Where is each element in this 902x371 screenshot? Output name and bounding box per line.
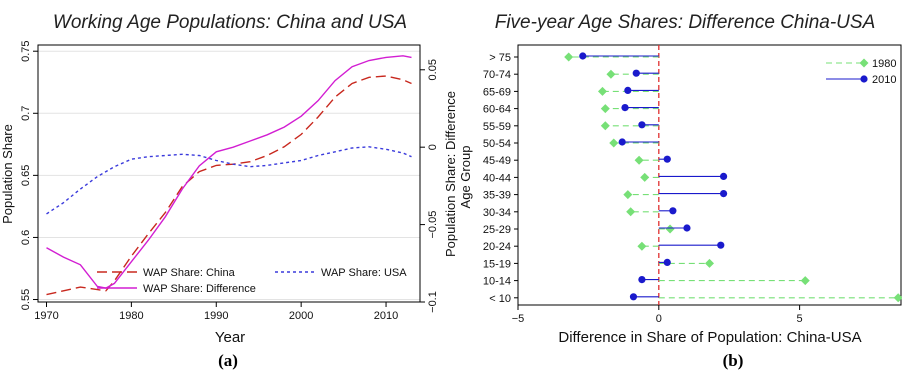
chart-b-title: Five-year Age Shares: Difference China-U… bbox=[495, 12, 876, 33]
chart-b-marker-2010 bbox=[719, 190, 728, 198]
panel-b-age-share-chart: Five-year Age Shares: Difference China-U… bbox=[458, 12, 902, 370]
chart-a-y-tick-label: 0.75 bbox=[20, 40, 32, 61]
chart-b-y-tick-label: > 75 bbox=[489, 52, 511, 64]
chart-b-marker-1980 bbox=[893, 293, 902, 303]
chart-b-y-tick-label: 30-34 bbox=[483, 207, 511, 219]
chart-b-marker-1980 bbox=[634, 155, 644, 165]
chart-a-legend-label: WAP Share: USA bbox=[321, 267, 407, 279]
chart-a-series-line bbox=[46, 55, 412, 289]
chart-b-legend-label: 1980 bbox=[872, 58, 896, 70]
chart-b-marker-2010 bbox=[579, 52, 587, 60]
chart-b-x-ticks: −5 0 5 bbox=[512, 305, 803, 325]
chart-b-legend-marker bbox=[859, 58, 869, 68]
chart-b-y-ticks: > 75 70-74 65-69 60-64 55-59 50-54 45-49 40-44 3… bbox=[483, 52, 518, 305]
chart-b-marker-2010 bbox=[638, 121, 646, 129]
chart-b-marker-2010 bbox=[663, 258, 671, 266]
chart-b-marker-1980 bbox=[564, 52, 574, 62]
chart-b-marker-1980 bbox=[800, 276, 810, 286]
chart-b-marker-1980 bbox=[705, 258, 714, 268]
chart-a-legend-label: WAP Share: Difference bbox=[143, 283, 256, 295]
chart-a-y2-tick-label: −0.1 bbox=[427, 291, 439, 313]
chart-b-y-tick-label: 35-39 bbox=[483, 190, 511, 202]
chart-b-y-tick-label: < 10 bbox=[489, 293, 511, 305]
chart-a-plot-frame bbox=[37, 44, 421, 303]
chart-a-y2-ticks: −0.1 −0.05 0 0.05 bbox=[420, 59, 439, 313]
chart-a-y-tick-label: 0.7 bbox=[20, 106, 32, 121]
chart-a-gridlines bbox=[38, 50, 420, 301]
chart-b-marker-1980 bbox=[597, 86, 607, 96]
chart-b-y-tick-label: 55-59 bbox=[483, 121, 511, 133]
chart-a-y2-tick-label: 0.05 bbox=[427, 59, 439, 80]
chart-b-y-tick-label: 45-49 bbox=[483, 155, 511, 167]
chart-b-marker-1980 bbox=[606, 69, 616, 79]
chart-b-marker-2010 bbox=[683, 224, 691, 232]
chart-a-legend-label: WAP Share: China bbox=[143, 267, 236, 279]
chart-b-legend-marker bbox=[860, 75, 868, 83]
chart-a-y2-axis-label: Population Share: Difference bbox=[443, 91, 458, 257]
chart-b-y-tick-label: 10-14 bbox=[483, 276, 511, 288]
chart-a-y-tick-label: 0.55 bbox=[20, 289, 32, 310]
chart-b-legend: 1980 2010 bbox=[826, 58, 896, 86]
chart-a-series-line bbox=[46, 146, 412, 215]
chart-b-marker-2010 bbox=[719, 172, 728, 180]
chart-b-marker-2010 bbox=[717, 241, 725, 249]
panel-a-working-age-chart: Working Age Populations: China and USA 1… bbox=[0, 12, 458, 370]
chart-b-y-tick-label: 60-64 bbox=[483, 104, 511, 116]
chart-b-y-axis-label: Age Group bbox=[458, 146, 473, 209]
chart-b-x-tick-label: −5 bbox=[512, 313, 525, 325]
chart-b-y-tick-label: 50-54 bbox=[483, 138, 511, 150]
chart-b-marker-1980 bbox=[623, 190, 633, 200]
chart-b-marker-2010 bbox=[618, 138, 626, 146]
chart-a-title: Working Age Populations: China and USA bbox=[53, 12, 407, 33]
chart-a-x-tick-label: 1980 bbox=[119, 310, 143, 322]
chart-b-x-tick-label: 0 bbox=[656, 313, 662, 325]
chart-a-y-tick-label: 0.65 bbox=[20, 165, 32, 186]
chart-b-marker-2010 bbox=[621, 104, 629, 112]
chart-b-marker-1980 bbox=[637, 241, 647, 251]
chart-b-marker-1980 bbox=[640, 172, 650, 182]
chart-b-x-axis-label: Difference in Share of Population: China… bbox=[558, 329, 861, 346]
chart-b-marker-2010 bbox=[663, 155, 671, 163]
chart-b-y-tick-label: 40-44 bbox=[483, 172, 511, 184]
chart-a-x-tick-label: 2010 bbox=[374, 310, 398, 322]
chart-b-marker-2010 bbox=[629, 293, 638, 301]
chart-b-marker-1980 bbox=[600, 121, 610, 131]
chart-b-marker-1980 bbox=[626, 207, 636, 217]
chart-b-marker-2010 bbox=[638, 276, 646, 284]
chart-a-series-line bbox=[46, 75, 412, 296]
chart-a-legend: WAP Share: China WAP Share: USA WAP Share:… bbox=[97, 267, 407, 295]
chart-a-y-tick-label: 0.6 bbox=[20, 230, 32, 245]
chart-a-y2-tick-label: 0 bbox=[427, 144, 439, 150]
chart-a-x-tick-label: 1970 bbox=[34, 310, 58, 322]
chart-b-legend-label: 2010 bbox=[872, 74, 896, 86]
panel-a-label: (a) bbox=[218, 351, 238, 370]
chart-b-marks bbox=[564, 45, 902, 305]
chart-b-y-tick-label: 70-74 bbox=[483, 69, 511, 81]
chart-b-y-tick-label: 15-19 bbox=[483, 258, 511, 270]
chart-a-x-ticks: 1970 1980 1990 2000 2010 bbox=[34, 302, 398, 322]
chart-b-marker-2010 bbox=[624, 86, 632, 94]
chart-a-x-axis-label: Year bbox=[215, 329, 245, 346]
chart-b-marker-1980 bbox=[665, 224, 675, 234]
chart-a-x-tick-label: 1990 bbox=[204, 310, 228, 322]
chart-b-x-tick-label: 5 bbox=[797, 313, 803, 325]
chart-b-marker-2010 bbox=[632, 69, 640, 77]
chart-a-y2-tick-label: −0.05 bbox=[427, 211, 439, 239]
chart-a-y-axis-label: Population Share bbox=[0, 124, 15, 224]
chart-b-marker-1980 bbox=[600, 104, 610, 114]
chart-b-marker-1980 bbox=[609, 138, 619, 148]
chart-a-y-ticks: 0.55 0.6 0.65 0.7 0.75 bbox=[20, 40, 38, 310]
panel-b-label: (b) bbox=[723, 351, 744, 370]
chart-b-plot-frame bbox=[517, 44, 902, 306]
chart-b-y-tick-label: 65-69 bbox=[483, 86, 511, 98]
chart-b-y-tick-label: 25-29 bbox=[483, 224, 511, 236]
chart-b-marker-2010 bbox=[669, 207, 677, 215]
chart-a-x-tick-label: 2000 bbox=[289, 310, 313, 322]
chart-b-y-tick-label: 20-24 bbox=[483, 241, 511, 253]
